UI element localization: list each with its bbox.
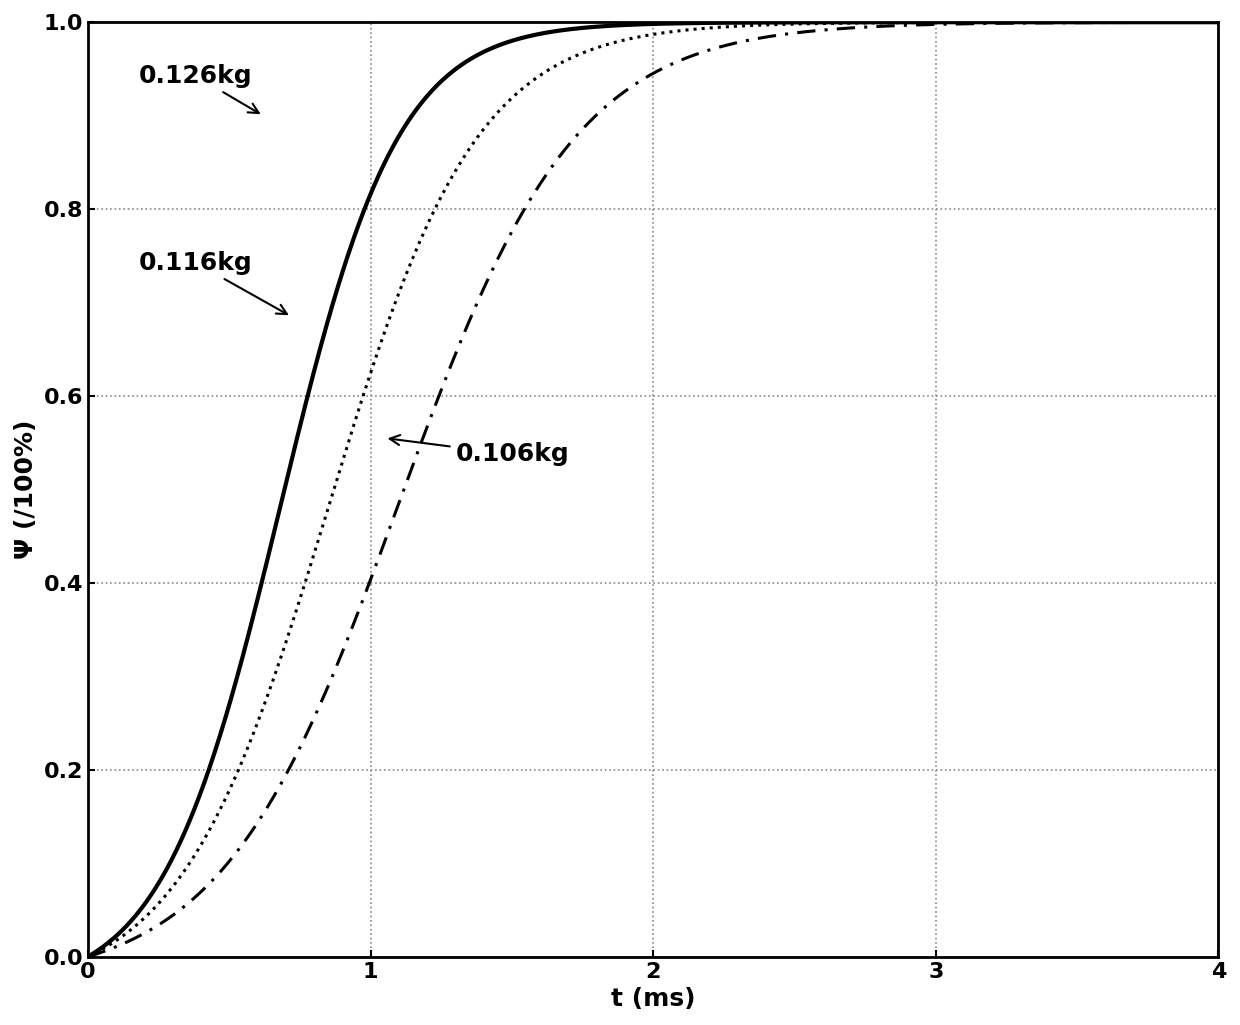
Text: 0.126kg: 0.126kg	[139, 64, 259, 113]
Text: 0.116kg: 0.116kg	[139, 251, 286, 314]
X-axis label: t (ms): t (ms)	[611, 987, 696, 1011]
Text: 0.106kg: 0.106kg	[389, 435, 569, 466]
Y-axis label: Ψ (/100%): Ψ (/100%)	[14, 420, 38, 560]
